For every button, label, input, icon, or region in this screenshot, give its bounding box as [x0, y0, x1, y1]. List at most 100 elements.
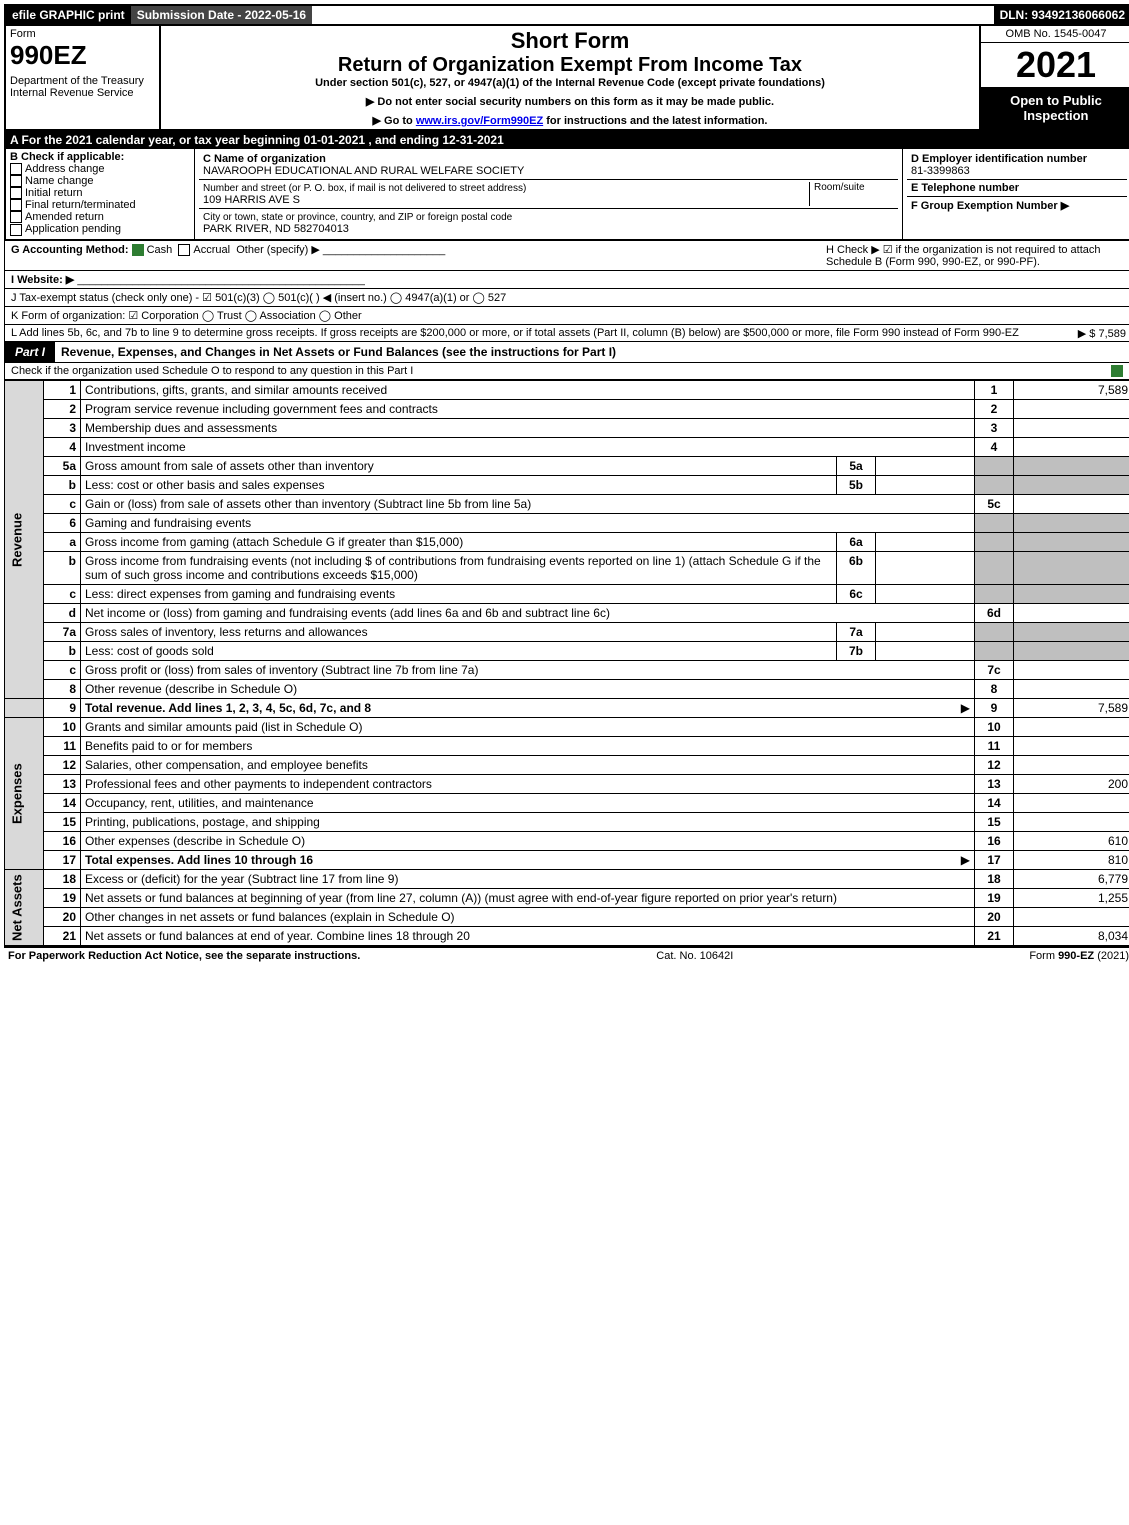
table-row: 16Other expenses (describe in Schedule O… — [5, 832, 1129, 851]
cash-label: Cash — [147, 244, 173, 256]
footer-left: For Paperwork Reduction Act Notice, see … — [8, 950, 360, 962]
table-row: bGross income from fundraising events (n… — [5, 552, 1129, 585]
city-label: City or town, state or province, country… — [203, 212, 512, 223]
group-block: F Group Exemption Number ▶ — [907, 197, 1127, 214]
table-row: cGross profit or (loss) from sales of in… — [5, 661, 1129, 680]
opt-initial-return[interactable]: Initial return — [10, 187, 190, 199]
opt-name-change[interactable]: Name change — [10, 175, 190, 187]
opt-address-change[interactable]: Address change — [10, 163, 190, 175]
section-c: C Name of organization NAVAROOPH EDUCATI… — [195, 149, 903, 239]
group-label: F Group Exemption Number ▶ — [911, 200, 1069, 212]
table-row: 11Benefits paid to or for members11 — [5, 737, 1129, 756]
city-value: PARK RIVER, ND 582704013 — [203, 223, 349, 235]
tax-year: 2021 — [981, 43, 1129, 87]
dln-label: DLN: 93492136066062 — [994, 6, 1129, 24]
goto-post: for instructions and the latest informat… — [543, 115, 767, 127]
table-row: 20Other changes in net assets or fund ba… — [5, 908, 1129, 927]
table-row: 14Occupancy, rent, utilities, and mainte… — [5, 794, 1129, 813]
header-right: OMB No. 1545-0047 2021 Open to Public In… — [979, 26, 1129, 129]
ein-label: D Employer identification number — [911, 153, 1087, 165]
form-header: Form 990EZ Department of the Treasury In… — [4, 26, 1129, 131]
table-row: Revenue 1 Contributions, gifts, grants, … — [5, 381, 1129, 400]
table-row: 19Net assets or fund balances at beginni… — [5, 889, 1129, 908]
table-row: 6Gaming and fundraising events — [5, 514, 1129, 533]
table-row: 7aGross sales of inventory, less returns… — [5, 623, 1129, 642]
table-row: 3Membership dues and assessments3 — [5, 419, 1129, 438]
part-i-checkline: Check if the organization used Schedule … — [4, 363, 1129, 380]
lines-table: Revenue 1 Contributions, gifts, grants, … — [4, 380, 1129, 946]
table-row: dNet income or (loss) from gaming and fu… — [5, 604, 1129, 623]
accrual-label: Accrual — [193, 244, 230, 256]
form-title: Return of Organization Exempt From Incom… — [167, 54, 973, 77]
department-label: Department of the Treasury Internal Reve… — [10, 75, 155, 99]
org-name-block: C Name of organization NAVAROOPH EDUCATI… — [199, 151, 898, 180]
revenue-sidebar: Revenue — [5, 381, 44, 699]
omb-number: OMB No. 1545-0047 — [981, 26, 1129, 43]
part-i-header: Part I Revenue, Expenses, and Changes in… — [4, 342, 1129, 363]
opt-amended-return[interactable]: Amended return — [10, 211, 190, 223]
section-i: I Website: ▶ ___________________________… — [4, 271, 1129, 289]
street-value: 109 HARRIS AVE S — [203, 194, 300, 206]
org-name: NAVAROOPH EDUCATIONAL AND RURAL WELFARE … — [203, 165, 524, 177]
other-label: Other (specify) ▶ — [236, 244, 320, 256]
g-label: G Accounting Method: — [11, 244, 129, 256]
header-center: Short Form Return of Organization Exempt… — [161, 26, 979, 129]
net-assets-sidebar: Net Assets — [5, 870, 44, 946]
goto-pre: ▶ Go to — [373, 115, 416, 127]
row-a-tax-year: A For the 2021 calendar year, or tax yea… — [4, 131, 1129, 149]
efile-print-label[interactable]: efile GRAPHIC print — [6, 6, 131, 24]
table-row: bLess: cost or other basis and sales exp… — [5, 476, 1129, 495]
form-word: Form — [10, 28, 155, 40]
tel-block: E Telephone number — [907, 180, 1127, 197]
section-d: D Employer identification number 81-3399… — [903, 149, 1129, 239]
goto-notice: ▶ Go to www.irs.gov/Form990EZ for instru… — [167, 114, 973, 127]
section-h: H Check ▶ ☑ if the organization is not r… — [826, 243, 1126, 268]
b-label: B Check if applicable: — [10, 151, 190, 163]
submission-date: Submission Date - 2022-05-16 — [131, 6, 312, 24]
table-row: 21Net assets or fund balances at end of … — [5, 927, 1129, 946]
ssn-notice: ▶ Do not enter social security numbers o… — [167, 95, 973, 108]
table-row: 8Other revenue (describe in Schedule O)8 — [5, 680, 1129, 699]
row-g-h: G Accounting Method: Cash Accrual Other … — [4, 241, 1129, 271]
schedule-o-checkbox[interactable] — [1111, 365, 1123, 377]
website-label: I Website: ▶ — [11, 274, 74, 286]
expenses-sidebar: Expenses — [5, 718, 44, 870]
footer-mid: Cat. No. 10642I — [656, 950, 733, 962]
room-label: Room/suite — [809, 182, 894, 206]
table-row: 2Program service revenue including gover… — [5, 400, 1129, 419]
table-row: bLess: cost of goods sold7b — [5, 642, 1129, 661]
table-row: cGain or (loss) from sale of assets othe… — [5, 495, 1129, 514]
l-amount: ▶ $ 7,589 — [1078, 327, 1126, 340]
table-row: cLess: direct expenses from gaming and f… — [5, 585, 1129, 604]
meta-grid: B Check if applicable: Address change Na… — [4, 149, 1129, 241]
table-row: 12Salaries, other compensation, and empl… — [5, 756, 1129, 775]
schedule-o-check-text: Check if the organization used Schedule … — [11, 365, 1111, 377]
table-row: 13Professional fees and other payments t… — [5, 775, 1129, 794]
table-row: Net Assets18Excess or (deficit) for the … — [5, 870, 1129, 889]
part-i-tab: Part I — [5, 342, 55, 362]
section-l: L Add lines 5b, 6c, and 7b to line 9 to … — [4, 325, 1129, 342]
opt-application-pending[interactable]: Application pending — [10, 223, 190, 235]
form-subtitle: Under section 501(c), 527, or 4947(a)(1)… — [167, 77, 973, 89]
table-row: 15Printing, publications, postage, and s… — [5, 813, 1129, 832]
accrual-checkbox[interactable] — [178, 244, 190, 256]
irs-link[interactable]: www.irs.gov/Form990EZ — [416, 115, 543, 127]
table-row: 17Total expenses. Add lines 10 through 1… — [5, 851, 1129, 870]
short-form-label: Short Form — [167, 28, 973, 54]
ein-value: 81-3399863 — [911, 165, 970, 177]
opt-final-return[interactable]: Final return/terminated — [10, 199, 190, 211]
part-i-title: Revenue, Expenses, and Changes in Net As… — [55, 343, 1129, 361]
l-text: L Add lines 5b, 6c, and 7b to line 9 to … — [11, 327, 1019, 339]
header-left: Form 990EZ Department of the Treasury In… — [6, 26, 161, 129]
table-row: Expenses10Grants and similar amounts pai… — [5, 718, 1129, 737]
section-b: B Check if applicable: Address change Na… — [6, 149, 195, 239]
page-footer: For Paperwork Reduction Act Notice, see … — [4, 946, 1129, 964]
table-row: 4Investment income4 — [5, 438, 1129, 457]
cash-checkbox[interactable] — [132, 244, 144, 256]
table-row: aGross income from gaming (attach Schedu… — [5, 533, 1129, 552]
form-number: 990EZ — [10, 40, 155, 71]
table-row: 9Total revenue. Add lines 1, 2, 3, 4, 5c… — [5, 699, 1129, 718]
section-g: G Accounting Method: Cash Accrual Other … — [11, 243, 826, 268]
section-k: K Form of organization: ☑ Corporation ◯ … — [4, 307, 1129, 325]
street-block: Number and street (or P. O. box, if mail… — [199, 180, 898, 209]
